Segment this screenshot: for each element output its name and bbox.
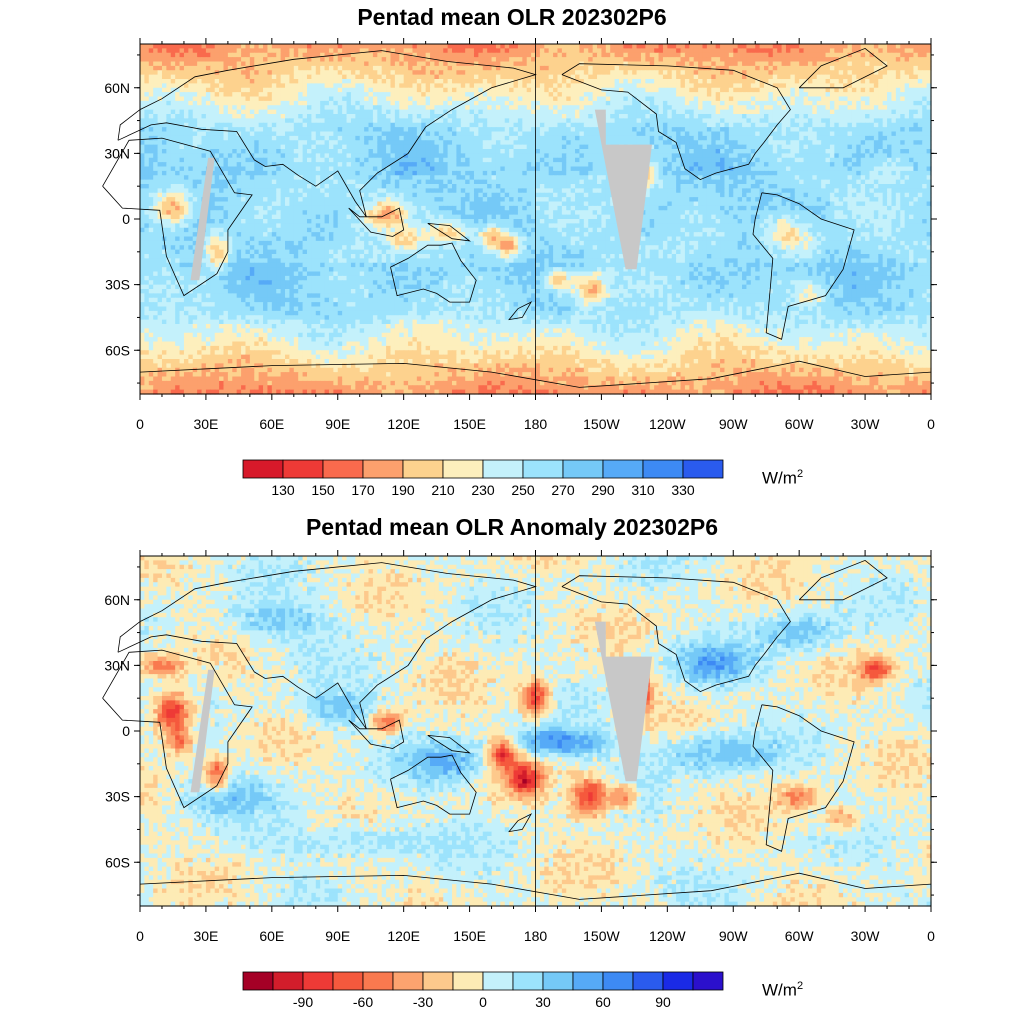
colorbar-label: 90 — [655, 994, 671, 1010]
lon-label: 60E — [259, 928, 284, 944]
colorbar-label: 150 — [311, 482, 335, 498]
coastlines — [102, 47, 932, 388]
colorbar-label: 130 — [271, 482, 295, 498]
colorbar-swatch — [332, 971, 364, 991]
colorbar-swatch — [442, 459, 484, 479]
lon-label: 30W — [851, 928, 881, 944]
colorbar-swatch — [682, 459, 724, 479]
lon-label: 30E — [193, 928, 218, 944]
lat-label: 60S — [105, 342, 130, 358]
coastlines — [102, 559, 932, 900]
anomaly-map: 60N 30N 0 30S 60S 0 30E 60E 90E 120E 150E 180 150W 12… — [102, 550, 937, 1010]
colorbar-label: 250 — [511, 482, 535, 498]
colorbar-units-olr: W/m2 — [762, 468, 803, 489]
colorbar: -90 -60 -30 0 30 60 90 — [242, 971, 724, 1010]
colorbar-swatch — [602, 459, 644, 479]
colorbar-swatch — [482, 971, 514, 991]
lon-label: 90E — [325, 416, 350, 432]
lon-label: 0 — [136, 416, 144, 432]
lon-label: 90W — [719, 928, 749, 944]
lon-label: 120W — [649, 416, 686, 432]
colorbar-swatch — [632, 971, 664, 991]
colorbar-label: -60 — [353, 994, 373, 1010]
lat-label: 60S — [105, 854, 130, 870]
colorbar-swatch — [452, 971, 484, 991]
colorbar-swatch — [242, 971, 274, 991]
missing-data-pacific — [594, 109, 652, 270]
lon-label: 60W — [785, 416, 815, 432]
colorbar-label: 170 — [351, 482, 375, 498]
lat-label: 30S — [105, 789, 130, 805]
lon-label: 120W — [649, 928, 686, 944]
colorbar-label: 30 — [535, 994, 551, 1010]
lon-label: 150E — [453, 416, 486, 432]
colorbar-swatch — [362, 971, 394, 991]
lon-label: 60E — [259, 416, 284, 432]
lon-label: 30E — [193, 416, 218, 432]
lon-label: 90E — [325, 928, 350, 944]
colorbar-swatch — [362, 459, 404, 479]
map-field — [140, 556, 932, 907]
lon-label: 0 — [136, 928, 144, 944]
olr-map: 60N 30N 0 30S 60S 0 30E 60E 90E 120E 150E 180 150W 12… — [102, 38, 937, 498]
lat-label: 0 — [122, 723, 130, 739]
lon-label: 60W — [785, 928, 815, 944]
colorbar-swatch — [322, 459, 364, 479]
colorbar-swatch — [512, 971, 544, 991]
colorbar-swatch — [302, 971, 334, 991]
lon-label: 120E — [387, 416, 420, 432]
lat-label: 0 — [122, 211, 130, 227]
colorbar-label: -30 — [413, 994, 433, 1010]
lat-label: 60N — [104, 80, 130, 96]
colorbar: 130 150 170 190 210 230 250 270 290 310 330 — [242, 459, 724, 498]
lat-label: 60N — [104, 592, 130, 608]
colorbar-swatch — [282, 459, 324, 479]
missing-data-pacific — [594, 621, 652, 782]
lon-label: 150W — [583, 416, 620, 432]
colorbar-label: 60 — [595, 994, 611, 1010]
colorbar-label: 290 — [591, 482, 615, 498]
colorbar-label: 0 — [479, 994, 487, 1010]
colorbar-label: 330 — [671, 482, 695, 498]
colorbar-label: 210 — [431, 482, 455, 498]
colorbar-swatch — [402, 459, 444, 479]
panel-title-anomaly: Pentad mean OLR Anomaly 202302P6 — [0, 514, 1024, 541]
colorbar-swatch — [272, 971, 304, 991]
lat-label: 30N — [104, 145, 130, 161]
lon-label: 150E — [453, 928, 486, 944]
lon-label: 0 — [927, 416, 935, 432]
panel-title-olr: Pentad mean OLR 202302P6 — [0, 4, 1024, 31]
colorbar-swatch — [522, 459, 564, 479]
lon-label: 0 — [927, 928, 935, 944]
colorbar-swatch — [422, 971, 454, 991]
missing-data-africa — [190, 669, 215, 793]
lon-label: 90W — [719, 416, 749, 432]
colorbar-swatch — [542, 971, 574, 991]
lon-label: 150W — [583, 928, 620, 944]
colorbar-units-anomaly: W/m2 — [762, 980, 803, 1001]
colorbar-swatch — [642, 459, 684, 479]
colorbar-label: 190 — [391, 482, 415, 498]
colorbar-swatch — [662, 971, 694, 991]
colorbar-label: 270 — [551, 482, 575, 498]
lon-label: 180 — [524, 416, 548, 432]
colorbar-swatch — [692, 971, 724, 991]
lon-label: 180 — [524, 928, 548, 944]
colorbar-swatch — [572, 971, 604, 991]
colorbar-swatch — [602, 971, 634, 991]
colorbar-swatch — [392, 971, 424, 991]
colorbar-label: 310 — [631, 482, 655, 498]
colorbar-swatch — [242, 459, 284, 479]
lat-label: 30N — [104, 657, 130, 673]
missing-data-africa — [190, 157, 215, 281]
lat-label: 30S — [105, 277, 130, 293]
lon-label: 120E — [387, 928, 420, 944]
colorbar-label: 230 — [471, 482, 495, 498]
colorbar-swatch — [562, 459, 604, 479]
colorbar-swatch — [482, 459, 524, 479]
colorbar-label: -90 — [293, 994, 313, 1010]
lon-label: 30W — [851, 416, 881, 432]
